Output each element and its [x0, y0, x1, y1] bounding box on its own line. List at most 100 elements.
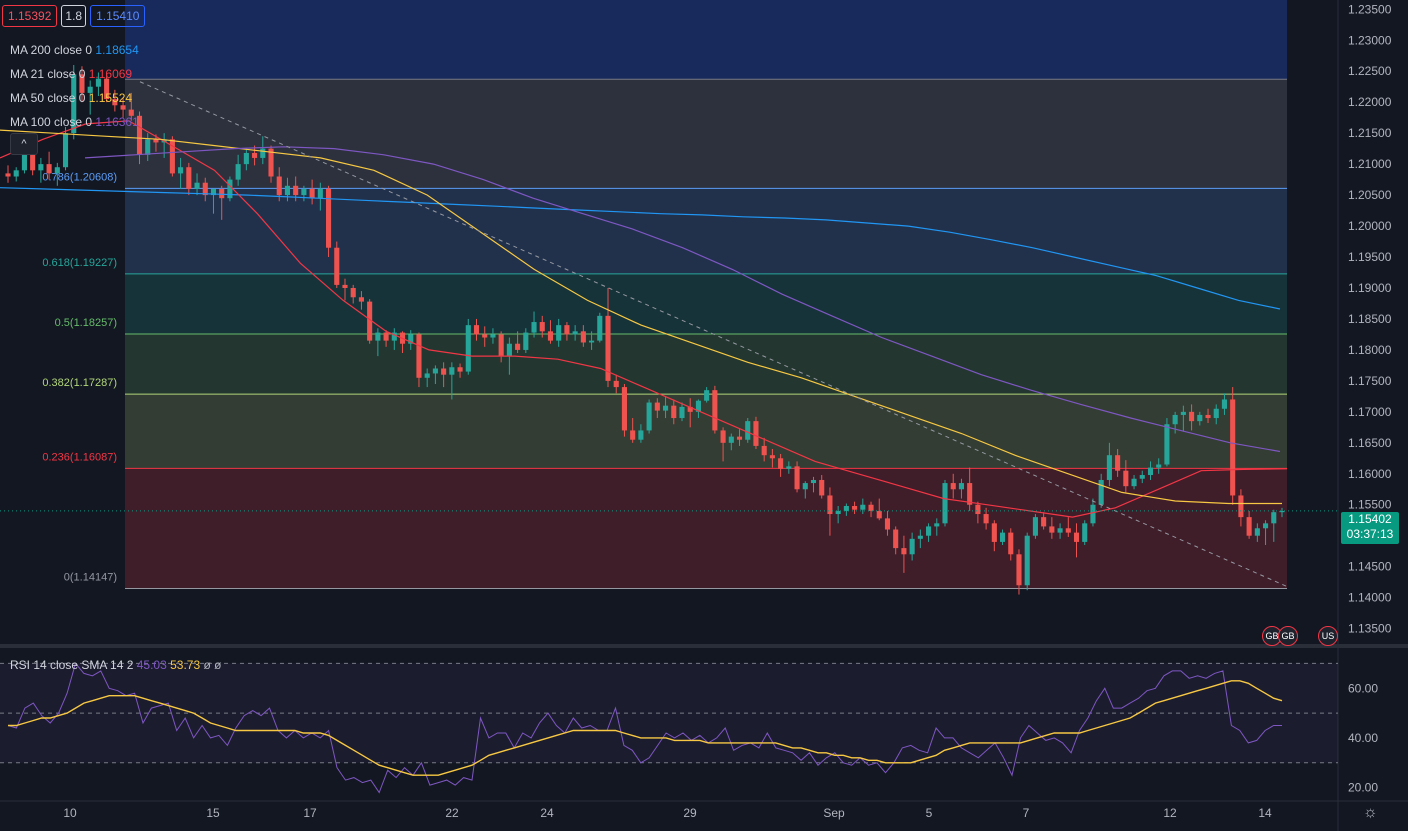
candle-body	[1106, 455, 1112, 480]
candle-body	[1041, 517, 1047, 527]
fib-label: 0.5(1.18257)	[55, 317, 117, 329]
gb-flag-icon-2[interactable]: GB	[1278, 626, 1298, 646]
candle-body	[1131, 478, 1137, 487]
candle-body	[564, 325, 570, 335]
candle-body	[769, 455, 775, 459]
candle-body	[441, 368, 447, 375]
fib-label: 0.618(1.19227)	[42, 257, 117, 269]
price-tick-label: 1.18000	[1348, 343, 1392, 357]
candle-body	[893, 529, 899, 549]
rsi-label: RSI 14 close SMA 14 2	[10, 658, 134, 672]
time-tick-label: 24	[540, 806, 554, 820]
ma-21-legend[interactable]: MA 21 close 0 1.16069	[4, 62, 139, 86]
candle-body	[276, 176, 282, 196]
ma-21-line	[0, 120, 1288, 518]
gear-icon[interactable]: ☼	[1363, 804, 1378, 821]
candle-body	[334, 247, 340, 285]
ma-legend: MA 200 close 0 1.18654 MA 21 close 0 1.1…	[4, 38, 139, 134]
candle-body	[950, 483, 956, 490]
candles-group	[5, 65, 1285, 595]
candle-body	[219, 188, 225, 199]
rsi-legend[interactable]: RSI 14 close SMA 14 2 45.03 53.73 ø ø	[10, 658, 222, 672]
candle-body	[589, 340, 595, 343]
candle-body	[317, 188, 323, 199]
time-tick-label: 12	[1163, 806, 1177, 820]
candle-body	[695, 400, 701, 412]
candle-body	[30, 146, 36, 171]
price-tick-label: 1.21000	[1348, 157, 1392, 171]
candle-body	[539, 322, 545, 332]
candle-body	[1123, 470, 1129, 487]
fib-zone-3	[125, 273, 1287, 335]
candle-body	[720, 430, 726, 443]
candle-body	[408, 334, 414, 344]
candle-body	[605, 315, 611, 381]
candle-body	[736, 436, 743, 440]
candle-body	[745, 421, 751, 440]
price-tick-label: 1.17500	[1348, 374, 1392, 388]
candle-body	[482, 334, 488, 338]
candle-body	[416, 334, 422, 378]
candle-body	[1049, 526, 1055, 533]
candle-body	[1098, 479, 1104, 505]
candle-body	[556, 325, 562, 341]
candle-body	[260, 148, 266, 158]
us-flag-icon[interactable]: US	[1318, 626, 1338, 646]
fib-zone-6	[125, 468, 1287, 589]
candle-body	[1205, 414, 1211, 419]
candle-body	[1246, 517, 1252, 536]
candle-body	[1090, 504, 1096, 524]
fib-zone-4	[125, 334, 1287, 395]
fib-zone-top	[125, 0, 1287, 80]
candle-body	[638, 430, 644, 440]
candle-body	[71, 74, 77, 134]
candle-body	[663, 405, 669, 411]
price-tick-label: 1.18500	[1348, 312, 1392, 326]
candle-body	[367, 301, 373, 341]
ma-100-legend[interactable]: MA 100 close 0 1.16361	[4, 110, 139, 134]
candle-body	[630, 430, 636, 440]
candle-body	[802, 483, 808, 490]
candle-body	[391, 332, 397, 341]
time-tick-label: 7	[1023, 806, 1030, 820]
candle-body	[884, 518, 891, 530]
ma-21-label: MA 21 close 0	[10, 67, 86, 81]
candle-body	[926, 526, 932, 536]
candle-body	[1254, 528, 1260, 536]
candle-body	[810, 479, 817, 484]
price-tick-label: 1.14500	[1348, 560, 1392, 574]
price-tick-label: 1.22500	[1348, 64, 1392, 78]
candle-body	[1164, 424, 1170, 465]
candle-body	[1263, 523, 1269, 529]
price-tick-label: 1.21500	[1348, 126, 1392, 140]
order-toolbar: 1.15392 1.8 1.15410	[2, 5, 146, 27]
collapse-legend-button[interactable]: ^	[10, 133, 38, 155]
candle-body	[753, 421, 759, 446]
candle-body	[202, 182, 208, 196]
ma-50-legend[interactable]: MA 50 close 0 1.15524	[4, 86, 139, 110]
candle-body	[5, 173, 11, 177]
price-tick-label: 1.16000	[1348, 467, 1392, 481]
sell-button[interactable]: 1.15392	[2, 5, 58, 27]
candle-body	[1213, 408, 1219, 419]
candle-body	[983, 514, 989, 524]
buy-button[interactable]: 1.15410	[90, 5, 146, 27]
candle-body	[46, 164, 52, 174]
candle-body	[761, 445, 767, 456]
candle-body	[967, 483, 973, 505]
ma-200-legend[interactable]: MA 200 close 0 1.18654	[4, 38, 139, 62]
candle-body	[1073, 532, 1080, 542]
candle-body	[687, 406, 693, 412]
candle-body	[1189, 411, 1195, 422]
candle-body	[876, 510, 882, 519]
candle-body	[54, 167, 60, 174]
candle-body	[473, 325, 480, 335]
price-tick-label: 1.15500	[1348, 498, 1392, 512]
time-tick-label: 15	[206, 806, 220, 820]
candle-body	[87, 86, 93, 93]
candle-body	[1057, 528, 1063, 533]
candle-body	[62, 133, 69, 168]
candle-body	[917, 535, 923, 539]
price-tick-label: 1.19500	[1348, 250, 1392, 264]
